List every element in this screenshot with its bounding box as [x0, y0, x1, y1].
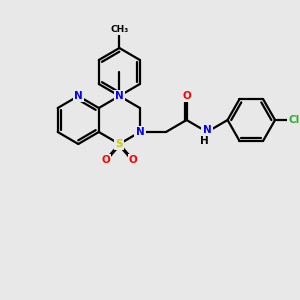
Text: H: H	[200, 136, 208, 146]
Text: O: O	[182, 91, 191, 101]
Text: Cl: Cl	[288, 115, 299, 125]
Text: N: N	[203, 125, 212, 135]
Text: N: N	[136, 127, 144, 137]
Text: S: S	[116, 139, 123, 149]
Text: O: O	[129, 155, 138, 165]
Text: N: N	[115, 91, 124, 101]
Text: N: N	[74, 91, 83, 101]
Text: O: O	[101, 155, 110, 165]
Text: CH₃: CH₃	[110, 25, 128, 34]
